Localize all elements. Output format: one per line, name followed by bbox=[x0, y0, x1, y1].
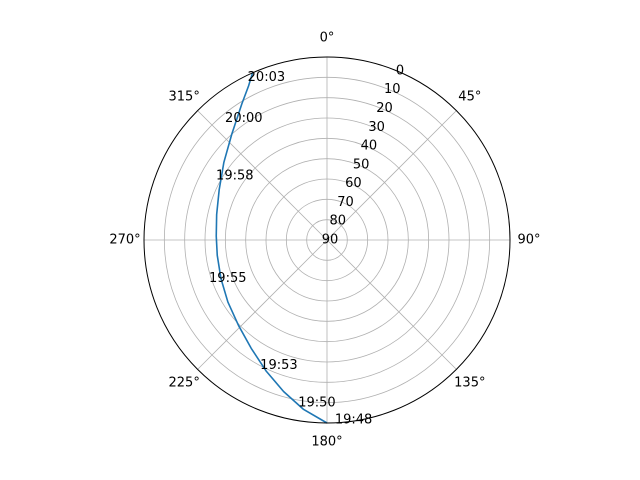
radial-tick-label: 60 bbox=[345, 176, 362, 191]
series-layer bbox=[215, 72, 328, 424]
angular-gridline bbox=[326, 110, 457, 241]
angular-gridline bbox=[197, 110, 328, 241]
time-annotation: 20:03 bbox=[248, 70, 285, 85]
angular-tick-label: 225° bbox=[169, 375, 200, 390]
time-annotation: 19:58 bbox=[216, 168, 253, 183]
time-annotation: 19:50 bbox=[298, 396, 335, 411]
frame-layer bbox=[143, 56, 511, 424]
angular-tick-label: 0° bbox=[320, 31, 335, 46]
time-annotation: 19:55 bbox=[209, 271, 246, 286]
angular-tick-label: 270° bbox=[109, 233, 140, 248]
radial-tick-label: 50 bbox=[353, 157, 370, 172]
angular-tick-label: 315° bbox=[169, 90, 200, 105]
time-annotation: 20:00 bbox=[225, 111, 262, 126]
angular-gridline bbox=[197, 239, 328, 370]
angular-tick-label: 135° bbox=[454, 375, 485, 390]
radial-tick-label: 10 bbox=[384, 82, 401, 97]
radial-tick-label: 30 bbox=[368, 120, 385, 135]
angular-tick-label: 90° bbox=[517, 233, 540, 248]
time-annotation: 19:48 bbox=[335, 412, 372, 427]
radial-tick-label: 90 bbox=[322, 233, 339, 248]
polar-frame bbox=[143, 56, 511, 424]
radial-tick-label: 80 bbox=[330, 214, 347, 229]
radial-tick-label: 0 bbox=[396, 63, 404, 78]
angular-tick-label: 180° bbox=[311, 435, 342, 450]
angular-tick-label: 45° bbox=[458, 90, 481, 105]
radial-tick-label: 40 bbox=[361, 139, 378, 154]
time-annotation: 19:53 bbox=[260, 358, 297, 373]
radial-tick-label: 70 bbox=[337, 195, 354, 210]
radial-tick-label: 20 bbox=[376, 101, 393, 116]
label-layer: 0° 45° 90° 135° 180° 225° 270° 315° 0 10 20 30 40 50 6… bbox=[109, 31, 540, 450]
grid-layer bbox=[144, 57, 510, 423]
series-line bbox=[215, 72, 328, 424]
angular-gridline bbox=[326, 239, 457, 370]
